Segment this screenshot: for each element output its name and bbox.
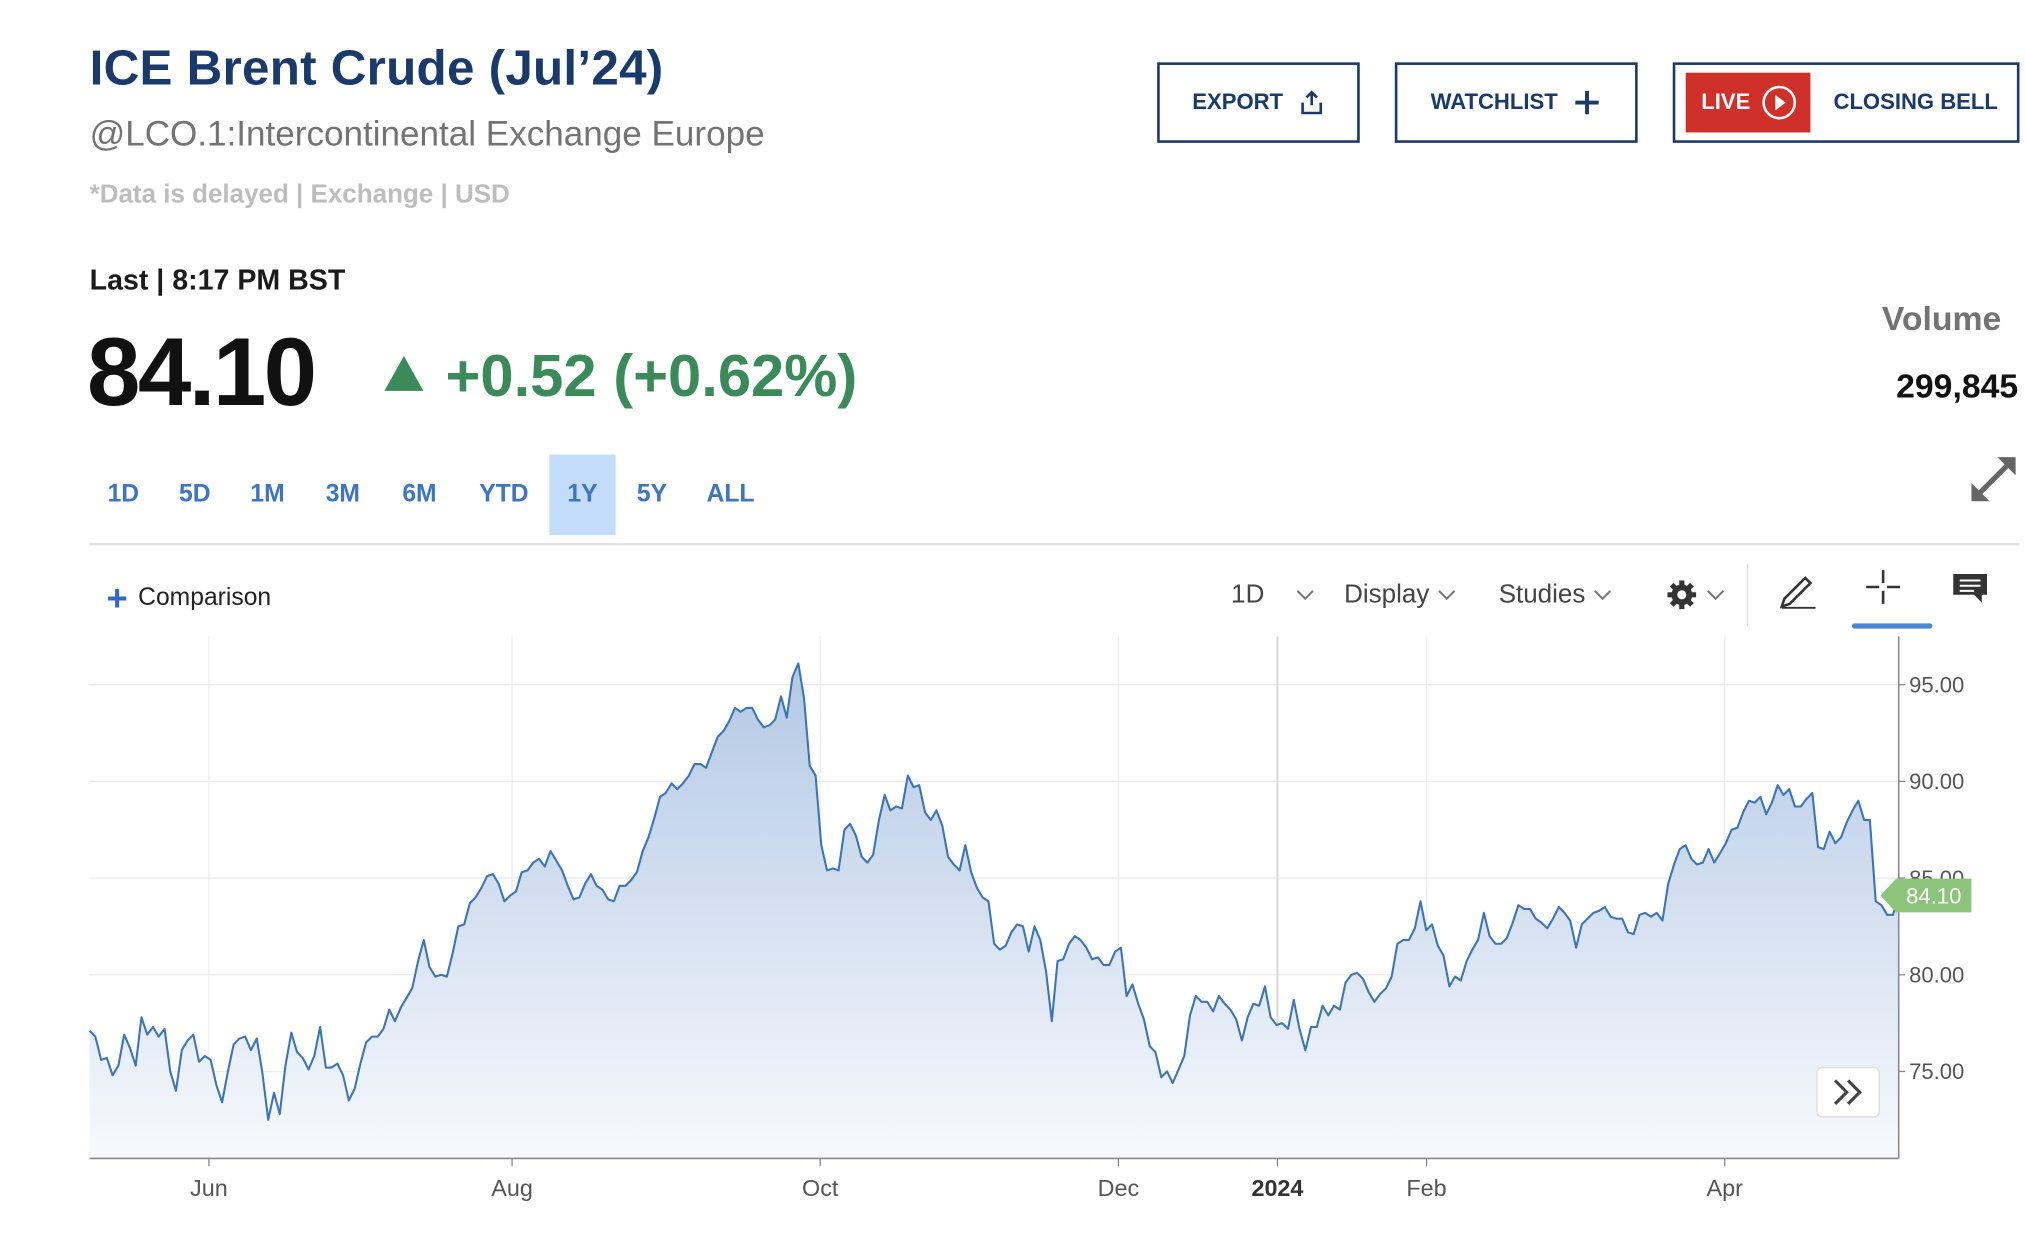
x-tick-label: Oct (802, 1175, 839, 1201)
export-button[interactable]: EXPORT (1157, 62, 1360, 143)
comparison-label: Comparison (138, 584, 272, 612)
crosshair-icon[interactable] (1864, 568, 1903, 607)
share-icon (1301, 90, 1323, 115)
range-tab-3m[interactable]: 3M (325, 480, 361, 508)
studies-dropdown[interactable]: Studies (1499, 571, 1612, 618)
range-tab-1m[interactable]: 1M (250, 480, 285, 508)
closing-bell-button[interactable]: LIVE CLOSING BELL (1672, 62, 2020, 143)
draw-pencil-icon[interactable] (1777, 568, 1819, 610)
range-tab-1y[interactable]: 1Y (549, 454, 616, 536)
last-price: 84.10 (87, 318, 317, 426)
volume-value: 299,845 (1896, 366, 2019, 406)
display-dropdown[interactable]: Display (1344, 571, 1455, 618)
toolbar-divider (89, 542, 2020, 546)
expand-icon[interactable] (1966, 452, 2021, 507)
chevron-down-icon (1707, 590, 1725, 601)
range-tab-5y[interactable]: 5Y (636, 480, 668, 508)
y-tick-label: 95.00 (1909, 672, 1964, 697)
interval-label: 1D (1231, 579, 1265, 609)
comment-icon[interactable] (1951, 571, 1990, 605)
crosshair-active-indicator (1851, 623, 1933, 629)
x-tick-label: 2024 (1251, 1175, 1303, 1201)
double-chevron-right-icon (1833, 1079, 1862, 1105)
settings-dropdown[interactable] (1665, 571, 1725, 618)
interval-dropdown[interactable]: 1D (1231, 571, 1314, 618)
range-tab-5d[interactable]: 5D (179, 480, 211, 508)
price-change: +0.52 (+0.62%) (445, 341, 858, 410)
price-line (88, 662, 1900, 1121)
range-tab-ytd[interactable]: YTD (479, 480, 529, 508)
range-tab-all[interactable]: ALL (706, 480, 755, 508)
last-price-badge-label: 84.10 (1906, 883, 1961, 908)
plus-icon (1575, 90, 1600, 115)
x-tick-label: Apr (1707, 1175, 1744, 1201)
page-title: ICE Brent Crude (Jul’24) (89, 41, 664, 97)
last-price-badge: 84.10 (1880, 878, 1972, 913)
delayed-note: *Data is delayed | Exchange | USD (89, 180, 510, 210)
closing-bell-label: CLOSING BELL (1833, 89, 1998, 115)
range-tab-6m[interactable]: 6M (402, 480, 437, 508)
plus-icon: + (106, 577, 128, 619)
chevron-down-icon (1296, 590, 1314, 601)
chevron-down-icon (1593, 590, 1611, 601)
comparison-button[interactable]: + Comparison (106, 579, 271, 618)
volume-label: Volume (1881, 298, 2002, 338)
y-tick-label: 90.00 (1909, 769, 1964, 794)
range-tab-1d[interactable]: 1D (107, 480, 140, 508)
chevron-down-icon (1437, 590, 1455, 601)
up-arrow-icon (384, 355, 424, 391)
x-tick-label: Jun (190, 1175, 228, 1201)
studies-label: Studies (1498, 579, 1586, 609)
live-badge: LIVE (1685, 72, 1811, 133)
live-label: LIVE (1701, 89, 1751, 115)
watchlist-label: WATCHLIST (1430, 89, 1558, 115)
toolbar-separator (1746, 563, 1749, 626)
last-trade-time: Last | 8:17 PM BST (89, 263, 346, 297)
y-tick-label: 80.00 (1909, 963, 1964, 988)
x-tick-label: Feb (1406, 1175, 1446, 1201)
scroll-forward-button[interactable] (1816, 1066, 1880, 1118)
x-tick-label: Dec (1098, 1175, 1140, 1201)
last-price-badge-shape (1880, 878, 1972, 913)
export-label: EXPORT (1192, 89, 1284, 115)
display-label: Display (1344, 579, 1430, 609)
settings-gear-icon (1667, 580, 1697, 610)
x-tick-label: Aug (491, 1175, 533, 1201)
price-area-fill (89, 663, 1899, 1159)
play-icon (1762, 85, 1796, 120)
y-tick-label: 75.00 (1909, 1059, 1964, 1084)
watchlist-button[interactable]: WATCHLIST (1394, 62, 1638, 143)
exchange-subtitle: @LCO.1:Intercontinental Exchange Europe (89, 114, 765, 154)
